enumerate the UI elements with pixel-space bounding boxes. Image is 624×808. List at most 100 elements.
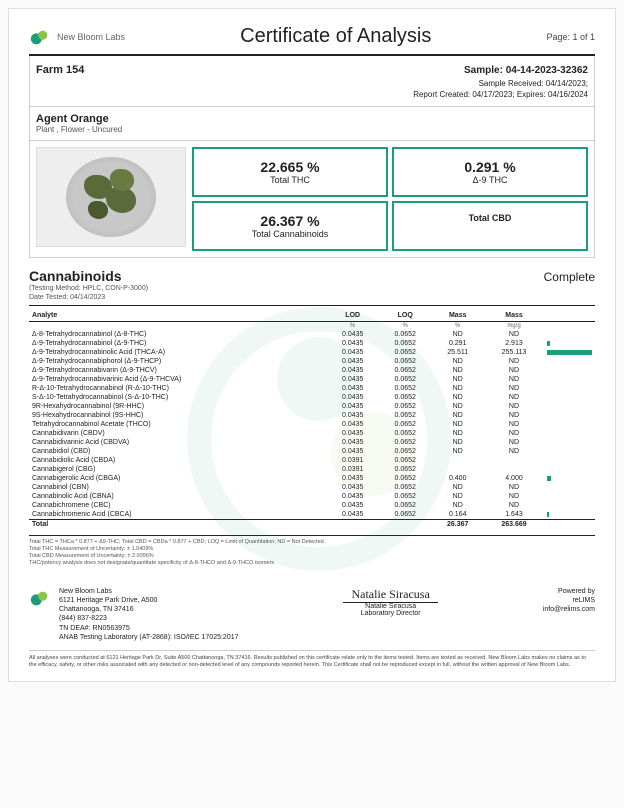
table-row: Cannabigerolic Acid (CBGA)0.04350.06520.… xyxy=(29,474,595,483)
unit-cell: % xyxy=(379,321,432,330)
signature-icon: Natalie Siracusa xyxy=(343,587,437,603)
signatory-name: Natalie Siracusa xyxy=(343,603,437,610)
mass-mgg-cell: ND xyxy=(484,330,544,339)
address-line: Chattanooga, TN 37416 xyxy=(59,605,239,614)
analyte-name: Cannabidiol (CBD) xyxy=(29,447,326,456)
powered-by: Powered by reLIMS info@relims.com xyxy=(543,587,595,614)
mass-mgg-cell: 255.113 xyxy=(484,348,544,357)
bar-cell xyxy=(544,456,595,465)
mass-mgg-cell: ND xyxy=(484,438,544,447)
page-title: Certificate of Analysis xyxy=(240,25,431,48)
mass-pct-cell: ND xyxy=(431,330,484,339)
table-row: Cannabidiol (CBD)0.04350.0652NDND xyxy=(29,447,595,456)
analyte-name: Cannabichromenic Acid (CBCA) xyxy=(29,510,326,520)
address-line: TN DEA#: RN0563975 xyxy=(59,624,239,633)
mass-mgg-cell: ND xyxy=(484,429,544,438)
cannabinoids-table: AnalyteLODLOQMassMass%%%mg/g Δ-8-Tetrahy… xyxy=(29,310,595,529)
address-line: ANAB Testing Laboratory (AT-2868): ISO/I… xyxy=(59,633,239,642)
lod-cell: 0.0435 xyxy=(326,339,379,348)
thc-uncertainty: Total THC Measurement of Uncertainty: ± … xyxy=(29,546,595,553)
analyte-name: Cannabigerol (CBG) xyxy=(29,465,326,474)
mass-mgg-cell: 1.643 xyxy=(484,510,544,520)
mass-pct-cell: ND xyxy=(431,357,484,366)
column-header: Analyte xyxy=(29,310,326,322)
table-row: Δ-9-Tetrahydrocannabivarinic Acid (Δ-9-T… xyxy=(29,375,595,384)
stat-label: Total Cannabinoids xyxy=(198,229,382,239)
analyte-name: Cannabidivarinic Acid (CBDVA) xyxy=(29,438,326,447)
summary-panel: 22.665 %Total THC0.291 %Δ-9 THC26.367 %T… xyxy=(29,141,595,258)
table-row: Δ-8-Tetrahydrocannabinol (Δ-8-THC)0.0435… xyxy=(29,330,595,339)
analyte-name: Cannabinol (CBN) xyxy=(29,483,326,492)
table-row: Cannabidivarinic Acid (CBDVA)0.04350.065… xyxy=(29,438,595,447)
loq-cell: 0.0652 xyxy=(379,402,432,411)
loq-cell: 0.0652 xyxy=(379,429,432,438)
lod-cell: 0.0391 xyxy=(326,456,379,465)
analyte-name: R-Δ-10-Tetrahydrocannabinol (R-Δ-10-THC) xyxy=(29,384,326,393)
product-type: Plant , Flower - Uncured xyxy=(36,125,588,134)
stat-value: Total CBD xyxy=(398,213,582,223)
status-complete: Complete xyxy=(544,270,595,284)
loq-cell: 0.0652 xyxy=(379,438,432,447)
lod-cell: 0.0435 xyxy=(326,438,379,447)
mass-pct-cell: ND xyxy=(431,393,484,402)
lod-cell: 0.0435 xyxy=(326,483,379,492)
mass-pct-cell xyxy=(431,456,484,465)
loq-cell: 0.0652 xyxy=(379,420,432,429)
lod-cell: 0.0435 xyxy=(326,447,379,456)
mass-mgg-cell: ND xyxy=(484,501,544,510)
total-mgg: 263.669 xyxy=(484,519,544,529)
mass-mgg-cell: ND xyxy=(484,492,544,501)
analyte-name: 9S-Hexahydrocannabinol (9S-HHC) xyxy=(29,411,326,420)
unit-cell xyxy=(544,321,595,330)
table-row: Δ-9-Tetrahydrocannabinol (Δ-9-THC)0.0435… xyxy=(29,339,595,348)
powered-label: Powered by xyxy=(543,587,595,596)
table-row: Cannabidivarin (CBDV)0.04350.0652NDND xyxy=(29,429,595,438)
table-row: Cannabinol (CBN)0.04350.0652NDND xyxy=(29,483,595,492)
certificate-page: New Bloom Labs Certificate of Analysis P… xyxy=(8,8,616,682)
column-header: Mass xyxy=(431,310,484,322)
unit-cell xyxy=(29,321,326,330)
column-header: Mass xyxy=(484,310,544,322)
analyte-name: Cannabidiolic Acid (CBDA) xyxy=(29,456,326,465)
product-name: Agent Orange xyxy=(36,113,588,125)
mass-pct-cell: 25.511 xyxy=(431,348,484,357)
mass-mgg-cell: 2.913 xyxy=(484,339,544,348)
bar-cell xyxy=(544,420,595,429)
stat-value: 22.665 % xyxy=(198,159,382,175)
total-label: Total xyxy=(29,519,326,529)
analyte-name: Cannabigerolic Acid (CBGA) xyxy=(29,474,326,483)
mass-pct-cell: ND xyxy=(431,420,484,429)
lod-cell: 0.0435 xyxy=(326,411,379,420)
table-row: Δ-9-Tetrahydrocannabivarin (Δ-9-THCV)0.0… xyxy=(29,366,595,375)
analyte-name: Cannabichromene (CBC) xyxy=(29,501,326,510)
mass-mgg-cell: ND xyxy=(484,366,544,375)
cannabinoids-header: Cannabinoids (Testing Method: HPLC, CON-… xyxy=(29,268,595,305)
test-method: (Testing Method: HPLC, CON-P-3000) xyxy=(29,284,148,293)
bar-cell xyxy=(544,429,595,438)
lod-cell: 0.0435 xyxy=(326,366,379,375)
bar-cell xyxy=(544,357,595,366)
stat-label: Δ-9 THC xyxy=(398,175,582,185)
bar-cell xyxy=(544,447,595,456)
lod-cell: 0.0435 xyxy=(326,348,379,357)
bar-cell xyxy=(544,492,595,501)
header: New Bloom Labs Certificate of Analysis P… xyxy=(29,25,595,56)
bloom-logo-icon xyxy=(29,26,51,48)
mass-pct-cell: ND xyxy=(431,429,484,438)
section-title: Cannabinoids xyxy=(29,268,148,284)
lod-cell: 0.0435 xyxy=(326,492,379,501)
analyte-name: S-Δ-10-Tetrahydrocannabinol (S-Δ-10-THC) xyxy=(29,393,326,402)
lod-cell: 0.0435 xyxy=(326,429,379,438)
loq-cell: 0.0652 xyxy=(379,384,432,393)
loq-cell: 0.0652 xyxy=(379,393,432,402)
bar-cell xyxy=(544,348,595,357)
loq-cell: 0.0652 xyxy=(379,447,432,456)
bar-cell xyxy=(544,393,595,402)
loq-cell: 0.0652 xyxy=(379,456,432,465)
bar-cell xyxy=(544,339,595,348)
bar-cell xyxy=(544,330,595,339)
mass-pct-cell: 0.291 xyxy=(431,339,484,348)
loq-cell: 0.0652 xyxy=(379,501,432,510)
analyte-name: Δ-9-Tetrahydrocannabinolic Acid (THCA-A) xyxy=(29,348,326,357)
lod-cell: 0.0435 xyxy=(326,474,379,483)
